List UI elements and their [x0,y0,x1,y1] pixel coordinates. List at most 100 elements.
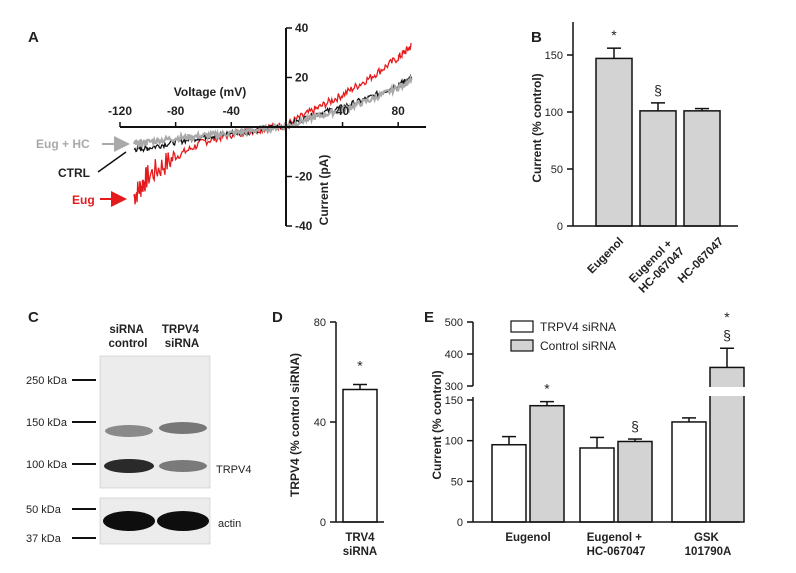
blot-band-trpv4-control [104,459,154,473]
chart-e-bars: * § § * [491,309,746,523]
blot-band-actin-trpv4 [157,511,209,531]
chart-e-ticks: 0 50 100 150 300 400 500 [445,317,473,529]
chart-e-legend-trpv4: TRPV4 siRNA [540,320,616,334]
chart-b-ytick-label: 0 [557,221,563,233]
chart-e-ytick-label: 50 [451,476,463,488]
chart-e-cat-eugenol-hc-line1: Eugenol + [587,532,643,544]
chart-e-legend-swatch-trpv4 [510,320,534,333]
chart-a-ticks: -120 -80 -40 40 80 -40 -20 20 40 [108,21,405,233]
chart-e-ytick-label: 150 [445,395,463,407]
panel-letter-b: B [531,29,542,46]
blot-label-actin: actin [218,518,241,530]
chart-b-ylabel: Current (% control) [530,73,544,182]
chart-a-label-eug: Eug [72,193,95,207]
blot-marker-37: 37 kDa [26,533,62,545]
chart-e-cat-eugenol: Eugenol [505,532,550,544]
blot-lane-label-control-line1: siRNA [109,324,143,336]
chart-b-bar [595,57,633,227]
blot-lane-label-control-line2: control [109,338,148,350]
blot-marker-50: 50 kDa [26,504,62,516]
chart-e-bar-trpv4 [671,421,707,523]
chart-b-bars: *§ [595,27,721,227]
blot-band-trpv4-trpv4 [159,460,207,472]
chart-a-label-eug-hc: Eug + HC [36,137,90,151]
chart-e-cat-eugenol-hc-line2: HC-067047 [587,546,646,558]
chart-a-xtick-label: 80 [392,104,406,118]
chart-a-xtick-label: -40 [223,104,241,118]
chart-e-cat-eugenol-hc: Eugenol + HC-067047 [587,532,646,558]
panel-letter-a: A [28,29,39,46]
chart-b-ytick-label: 150 [545,50,563,62]
chart-a-xtick-label: -80 [167,104,185,118]
chart-d-bar [342,388,378,523]
chart-a-ytick-label: 40 [295,21,309,35]
chart-d-cat-line1: TRV4 [345,532,375,544]
chart-e-bar-trpv4 [579,447,615,523]
chart-b-cat-hc: HC-067047 [676,236,726,286]
blot-marker-150: 150 kDa [26,417,68,429]
chart-e-annotation: * [724,309,730,325]
chart-e-bar-control [617,440,653,523]
chart-a: -120 -80 -40 40 80 -40 -20 20 40 Voltage (mV) Cu… [36,21,426,233]
chart-d-ytick-label: 40 [314,417,326,429]
chart-a-series-eug-hc [132,74,413,150]
blot-band-150-trpv4 [159,422,207,434]
chart-b-ytick-label: 50 [551,164,563,176]
blot-band-actin-control [103,511,155,531]
panel-letter-d: D [272,309,283,326]
blot-lane-label-trpv4-line2: siRNA [165,338,200,350]
chart-d-cat-line2: siRNA [343,546,378,558]
chart-e-annotation: § [631,418,639,434]
chart-d-annotation: * [357,358,363,374]
blot-marker-100: 100 kDa [26,459,68,471]
blot: siRNA control TRPV4 siRNA 250 kDa 150 kD… [26,324,251,545]
chart-e-ytick-label: 400 [445,349,463,361]
chart-a-ylabel: Current (pA) [317,155,331,226]
chart-a-ytick-label: -40 [295,219,313,233]
chart-e-cat-gsk: GSK 101790A [685,532,732,558]
chart-b-cat-eugenol-hc: Eugenol + HC-067047 [627,236,687,296]
chart-b-bar [683,110,721,227]
blot-lane-label-control: siRNA control [109,324,148,350]
chart-d-ytick-label: 0 [320,517,326,529]
blot-marker-250: 250 kDa [26,375,68,387]
blot-band-150-control [105,425,153,437]
chart-b-bar [639,110,677,227]
chart-e-annotation: § [723,327,731,343]
chart-d-bars: * [342,358,378,523]
chart-e-ytick-label: 0 [457,517,463,529]
chart-a-pointer-ctrl [97,151,127,173]
chart-e-ytick-label: 100 [445,436,463,448]
chart-e-cat-gsk-line2: 101790A [685,546,732,558]
panel-letter-c: C [28,309,39,326]
chart-d: * 0 40 80 TRPV4 (% control siRNA) TRV4 siR… [288,317,384,558]
chart-d-ylabel: TRPV4 (% control siRNA) [288,353,302,497]
chart-d-ticks: 0 40 80 [314,317,336,529]
chart-a-xtick-label: -120 [108,104,132,118]
chart-b-ytick-label: 100 [545,107,563,119]
chart-e-ytick-label: 500 [445,317,463,329]
chart-a-label-ctrl: CTRL [58,166,90,180]
chart-e-legend-swatch-control [510,339,534,352]
chart-a-xlabel: Voltage (mV) [174,85,246,99]
chart-b-ticks: 0 50 100 150 [545,50,573,233]
blot-lane-label-trpv4-line1: TRPV4 [162,324,200,336]
chart-e-annotation: * [544,381,550,397]
chart-e-ylabel: Current (% control) [430,370,444,479]
chart-e-bar-trpv4 [491,443,527,523]
panel-letter-e: E [424,309,434,326]
chart-e-cat-gsk-line1: GSK [694,532,720,544]
chart-e-ytick-label: 300 [445,381,463,393]
chart-e-bar-break [708,387,746,396]
chart-b-cat-eugenol: Eugenol [586,236,627,277]
chart-a-ytick-label: 20 [295,71,309,85]
chart-e: * § § * 0 50 100 150 300 400 500 Current (% contr… [430,309,746,558]
blot-label-trpv4: TRPV4 [216,464,251,476]
blot-lane-label-trpv4: TRPV4 siRNA [162,324,202,350]
chart-b-annotation: * [611,27,617,43]
chart-a-xtick-label: 40 [336,104,350,118]
chart-a-ytick-label: -20 [295,170,313,184]
chart-b-annotation: § [654,82,662,98]
